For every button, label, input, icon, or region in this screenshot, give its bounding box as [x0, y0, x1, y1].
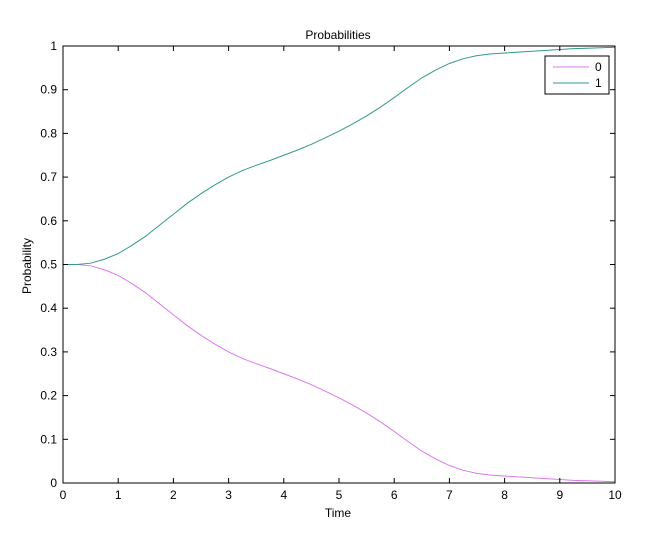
- series-line-0: [63, 264, 616, 483]
- x-tick-label: 9: [556, 488, 563, 502]
- y-tick-label: 0.6: [40, 214, 57, 228]
- y-tick-label: 0.1: [40, 432, 57, 446]
- y-tick-label: 0: [50, 476, 57, 490]
- y-tick-label: 0.9: [40, 83, 57, 97]
- x-tick-label: 6: [391, 488, 398, 502]
- x-tick-label: 5: [336, 488, 343, 502]
- x-tick-label: 2: [170, 488, 177, 502]
- x-tick-label: 10: [608, 488, 622, 502]
- chart-title: Probabilities: [305, 28, 370, 42]
- plot-area: [63, 46, 615, 483]
- legend-label-0: 0: [595, 60, 602, 74]
- legend-box: [544, 55, 610, 95]
- legend-label-1: 1: [595, 76, 602, 90]
- y-tick-label: 1: [50, 39, 57, 53]
- y-tick-label: 0.7: [40, 170, 57, 184]
- x-tick-label: 7: [446, 488, 453, 502]
- y-tick-label: 0.3: [40, 345, 57, 359]
- x-tick-label: 0: [60, 488, 67, 502]
- x-tick-label: 3: [225, 488, 232, 502]
- y-tick-label: 0.8: [40, 126, 57, 140]
- series-line-1: [63, 46, 616, 265]
- x-axis-label: Time: [325, 506, 352, 520]
- y-axis-label: Probability: [20, 238, 34, 294]
- x-tick-label: 4: [280, 488, 287, 502]
- y-tick-label: 0.2: [40, 389, 57, 403]
- x-tick-label: 8: [501, 488, 508, 502]
- y-tick-label: 0.4: [40, 301, 57, 315]
- y-tick-label: 0.5: [40, 258, 57, 272]
- legend: 01: [544, 55, 610, 95]
- x-tick-label: 1: [115, 488, 122, 502]
